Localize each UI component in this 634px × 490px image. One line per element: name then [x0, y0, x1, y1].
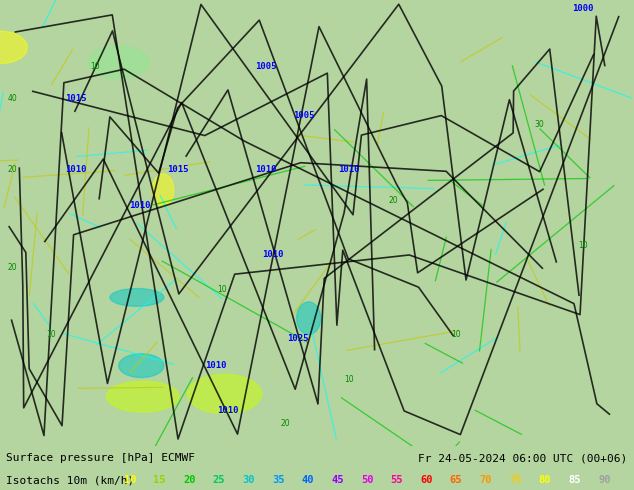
- Text: 10: 10: [217, 285, 227, 294]
- Text: 80: 80: [539, 475, 551, 485]
- Text: 25: 25: [212, 475, 225, 485]
- Text: 1015: 1015: [65, 94, 87, 102]
- Ellipse shape: [88, 46, 149, 78]
- Text: 35: 35: [272, 475, 285, 485]
- Text: 10: 10: [578, 241, 588, 250]
- Text: 30: 30: [534, 121, 544, 129]
- Text: 75: 75: [509, 475, 522, 485]
- Text: 20: 20: [388, 196, 398, 205]
- Text: 1025: 1025: [287, 334, 309, 343]
- Text: 40: 40: [302, 475, 314, 485]
- Ellipse shape: [110, 289, 164, 306]
- Text: Isotachs 10m (km/h): Isotachs 10m (km/h): [6, 475, 134, 485]
- Text: 50: 50: [361, 475, 373, 485]
- Text: Fr 24-05-2024 06:00 UTC (00+06): Fr 24-05-2024 06:00 UTC (00+06): [418, 453, 628, 463]
- Text: 45: 45: [331, 475, 344, 485]
- Text: 30: 30: [242, 475, 255, 485]
- Text: 1015: 1015: [167, 165, 188, 174]
- Text: 1010: 1010: [129, 200, 150, 210]
- Text: 10: 10: [46, 330, 56, 339]
- Ellipse shape: [297, 302, 321, 335]
- Text: 65: 65: [450, 475, 462, 485]
- Text: 90: 90: [598, 475, 611, 485]
- Ellipse shape: [107, 381, 179, 412]
- Text: 20: 20: [8, 165, 18, 174]
- Text: 10: 10: [451, 330, 462, 339]
- Text: 1010: 1010: [65, 165, 87, 174]
- Text: 70: 70: [479, 475, 492, 485]
- Text: 10: 10: [124, 475, 136, 485]
- Text: 60: 60: [420, 475, 432, 485]
- Text: 85: 85: [568, 475, 581, 485]
- Text: 40: 40: [8, 94, 18, 102]
- Text: 1010: 1010: [338, 165, 359, 174]
- Text: 15: 15: [153, 475, 165, 485]
- Text: 1005: 1005: [256, 62, 277, 72]
- Ellipse shape: [0, 31, 27, 64]
- Text: 20: 20: [183, 475, 195, 485]
- Text: 10: 10: [90, 62, 100, 72]
- Text: 20: 20: [280, 419, 290, 428]
- Text: Surface pressure [hPa] ECMWF: Surface pressure [hPa] ECMWF: [6, 453, 195, 463]
- Text: 1010: 1010: [256, 165, 277, 174]
- Text: 1005: 1005: [294, 111, 315, 121]
- Text: 1010: 1010: [217, 406, 239, 415]
- Text: 10: 10: [344, 374, 354, 384]
- Ellipse shape: [119, 354, 164, 377]
- Text: 55: 55: [391, 475, 403, 485]
- Text: 1010: 1010: [262, 250, 283, 259]
- Ellipse shape: [152, 174, 174, 206]
- Text: 1000: 1000: [573, 4, 594, 13]
- Text: 20: 20: [8, 263, 18, 272]
- Text: 1010: 1010: [205, 361, 226, 370]
- Ellipse shape: [187, 374, 262, 414]
